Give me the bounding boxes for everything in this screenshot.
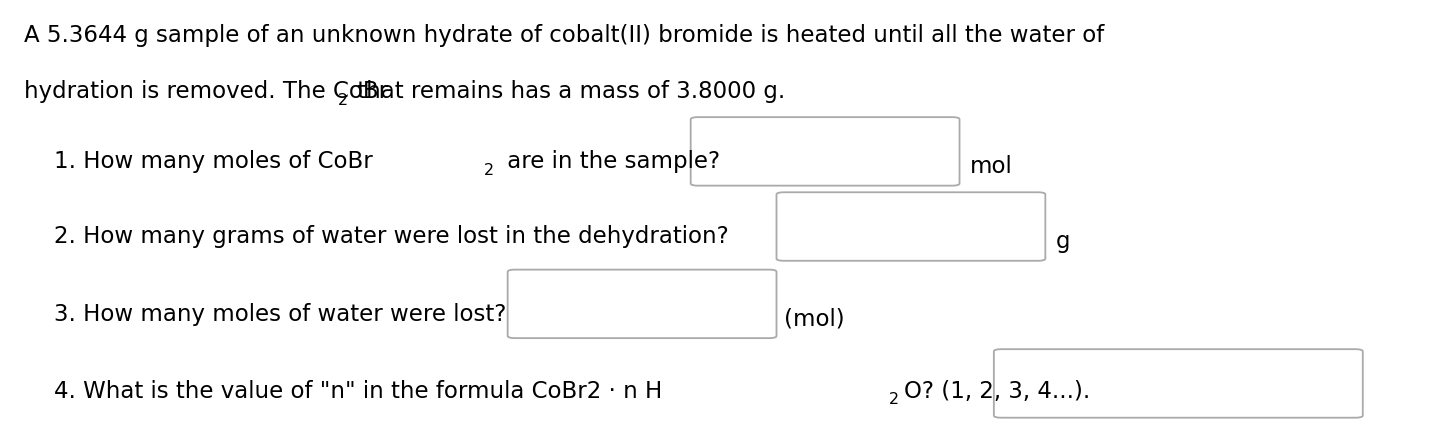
Text: 2: 2 (889, 392, 899, 408)
Text: A 5.3644 g sample of an unknown hydrate of cobalt(II) bromide is heated until al: A 5.3644 g sample of an unknown hydrate … (24, 24, 1104, 47)
Text: 2: 2 (483, 163, 495, 178)
Text: 1. How many moles of CoBr: 1. How many moles of CoBr (54, 150, 373, 173)
Text: 2. How many grams of water were lost in the dehydration?: 2. How many grams of water were lost in … (54, 225, 729, 248)
Text: g: g (1055, 230, 1070, 253)
Text: 3. How many moles of water were lost?: 3. How many moles of water were lost? (54, 303, 506, 326)
Text: that remains has a mass of 3.8000 g.: that remains has a mass of 3.8000 g. (349, 80, 785, 103)
Text: O? (1, 2, 3, 4...).: O? (1, 2, 3, 4...). (904, 380, 1090, 403)
Text: 4. What is the value of "n" in the formula CoBr2 · n H: 4. What is the value of "n" in the formu… (54, 380, 662, 403)
Text: hydration is removed. The CoBr: hydration is removed. The CoBr (24, 80, 389, 103)
Text: mol: mol (970, 155, 1012, 178)
Text: (mol): (mol) (784, 307, 844, 330)
Text: 2: 2 (337, 93, 349, 108)
Text: are in the sample?: are in the sample? (500, 150, 719, 173)
